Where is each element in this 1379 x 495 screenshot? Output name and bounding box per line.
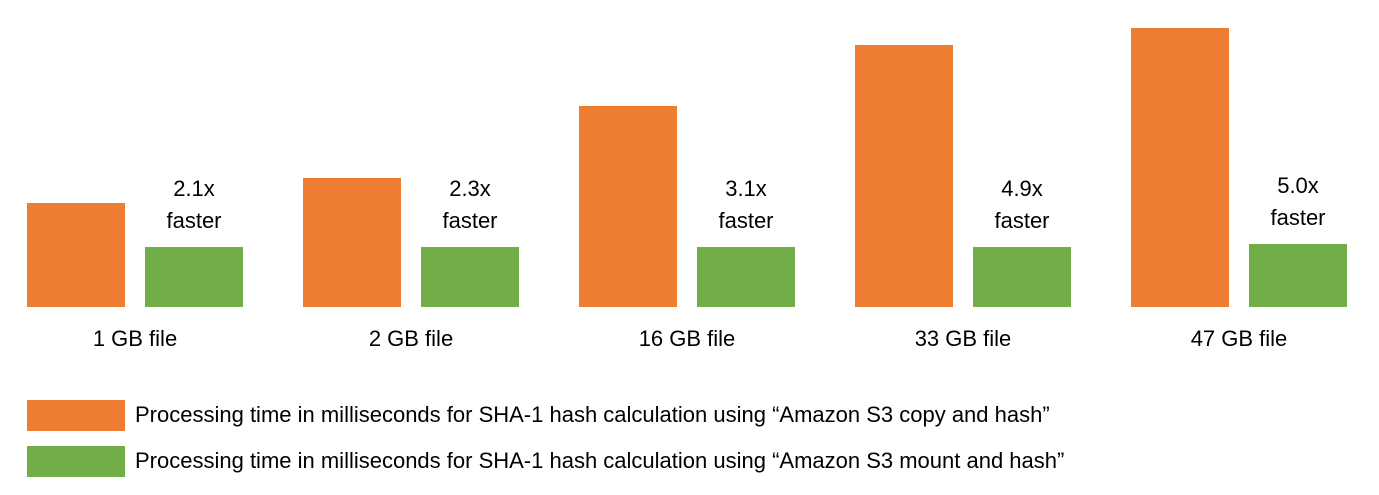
legend-label: Processing time in milliseconds for SHA-… (135, 402, 1050, 427)
bar (303, 178, 401, 307)
bar (697, 247, 795, 307)
bar (1131, 28, 1229, 307)
bar (855, 45, 953, 307)
bar (973, 247, 1071, 307)
annotation: faster (1270, 205, 1325, 230)
legend-swatch (27, 400, 125, 431)
annotation: faster (994, 208, 1049, 233)
legend-label: Processing time in milliseconds for SHA-… (135, 448, 1064, 473)
x-tick-label: 47 GB file (1191, 326, 1288, 351)
bar (421, 247, 519, 307)
x-tick-label: 33 GB file (915, 326, 1012, 351)
bar (1249, 244, 1347, 307)
annotation: faster (718, 208, 773, 233)
annotation: faster (166, 208, 221, 233)
bar (145, 247, 243, 307)
bar (579, 106, 677, 307)
x-tick-label: 1 GB file (93, 326, 177, 351)
annotation: 2.3x (449, 176, 491, 201)
x-tick-label: 16 GB file (639, 326, 736, 351)
legend-swatch (27, 446, 125, 477)
annotation: 2.1x (173, 176, 215, 201)
annotation: 4.9x (1001, 176, 1043, 201)
x-tick-label: 2 GB file (369, 326, 453, 351)
annotation: 3.1x (725, 176, 767, 201)
annotation: faster (442, 208, 497, 233)
annotation: 5.0x (1277, 173, 1319, 198)
bar (27, 203, 125, 307)
